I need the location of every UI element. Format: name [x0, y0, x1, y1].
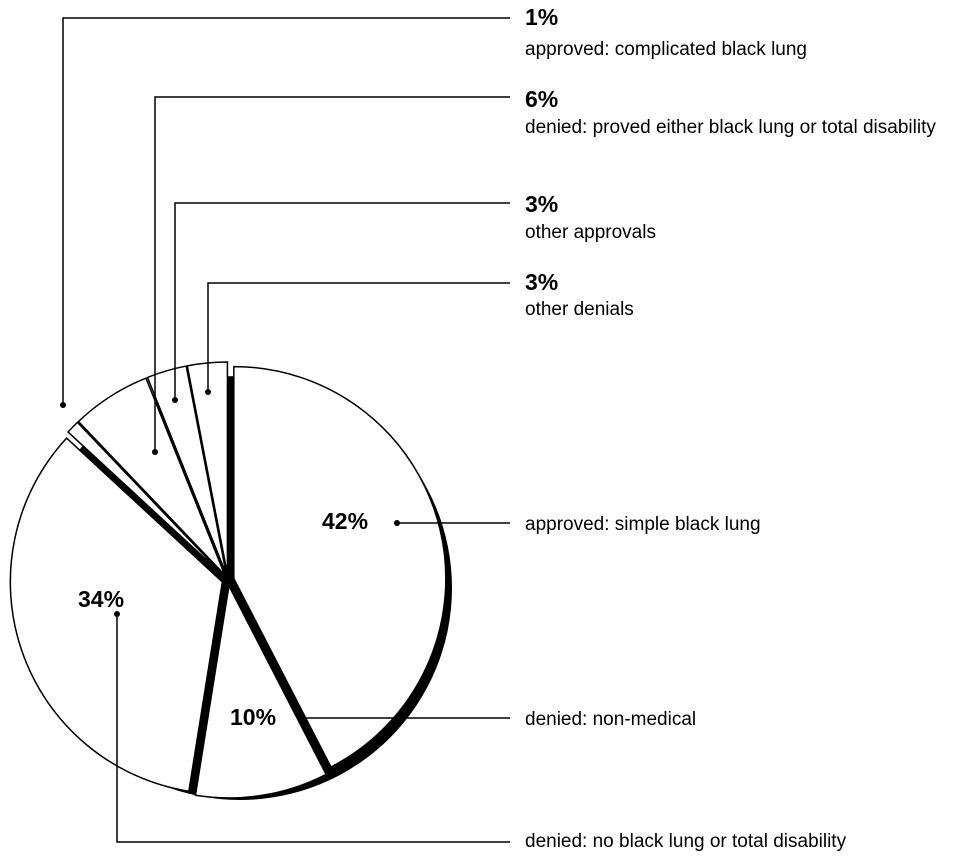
category-label: other denials	[525, 299, 634, 320]
leader-dot	[172, 397, 178, 403]
category-label: denied: no black lung or total disabilit…	[525, 831, 847, 852]
pie-slice	[146, 365, 228, 575]
category-label: approved: simple black lung	[525, 514, 761, 535]
category-label: denied: proved either black lung or tota…	[525, 117, 936, 138]
category-label: denied: non-medical	[525, 709, 697, 730]
leader-dot	[205, 389, 211, 395]
leader-line	[62, 17, 510, 405]
leader-line	[174, 202, 510, 400]
value-label: 42%	[322, 508, 369, 534]
pie-slice	[66, 421, 225, 577]
value-label: 1%	[525, 4, 559, 30]
leader-dot	[60, 402, 66, 408]
leader-line	[154, 96, 510, 452]
category-label: other approvals	[525, 222, 656, 243]
value-label: 10%	[230, 704, 277, 730]
value-label: 6%	[525, 86, 559, 112]
leader-dot	[114, 611, 120, 617]
leader-dot	[394, 520, 400, 526]
leader-line	[207, 282, 510, 392]
pie-slice	[77, 377, 226, 576]
value-label: 34%	[78, 586, 125, 612]
leader-dot	[152, 449, 158, 455]
pie-slice	[194, 583, 328, 799]
value-label: 3%	[525, 269, 559, 295]
category-label: approved: complicated black lung	[525, 39, 808, 60]
leader-line	[116, 614, 510, 843]
pie-slice	[233, 365, 447, 769]
leader-dot	[297, 715, 303, 721]
value-label: 3%	[525, 191, 559, 217]
